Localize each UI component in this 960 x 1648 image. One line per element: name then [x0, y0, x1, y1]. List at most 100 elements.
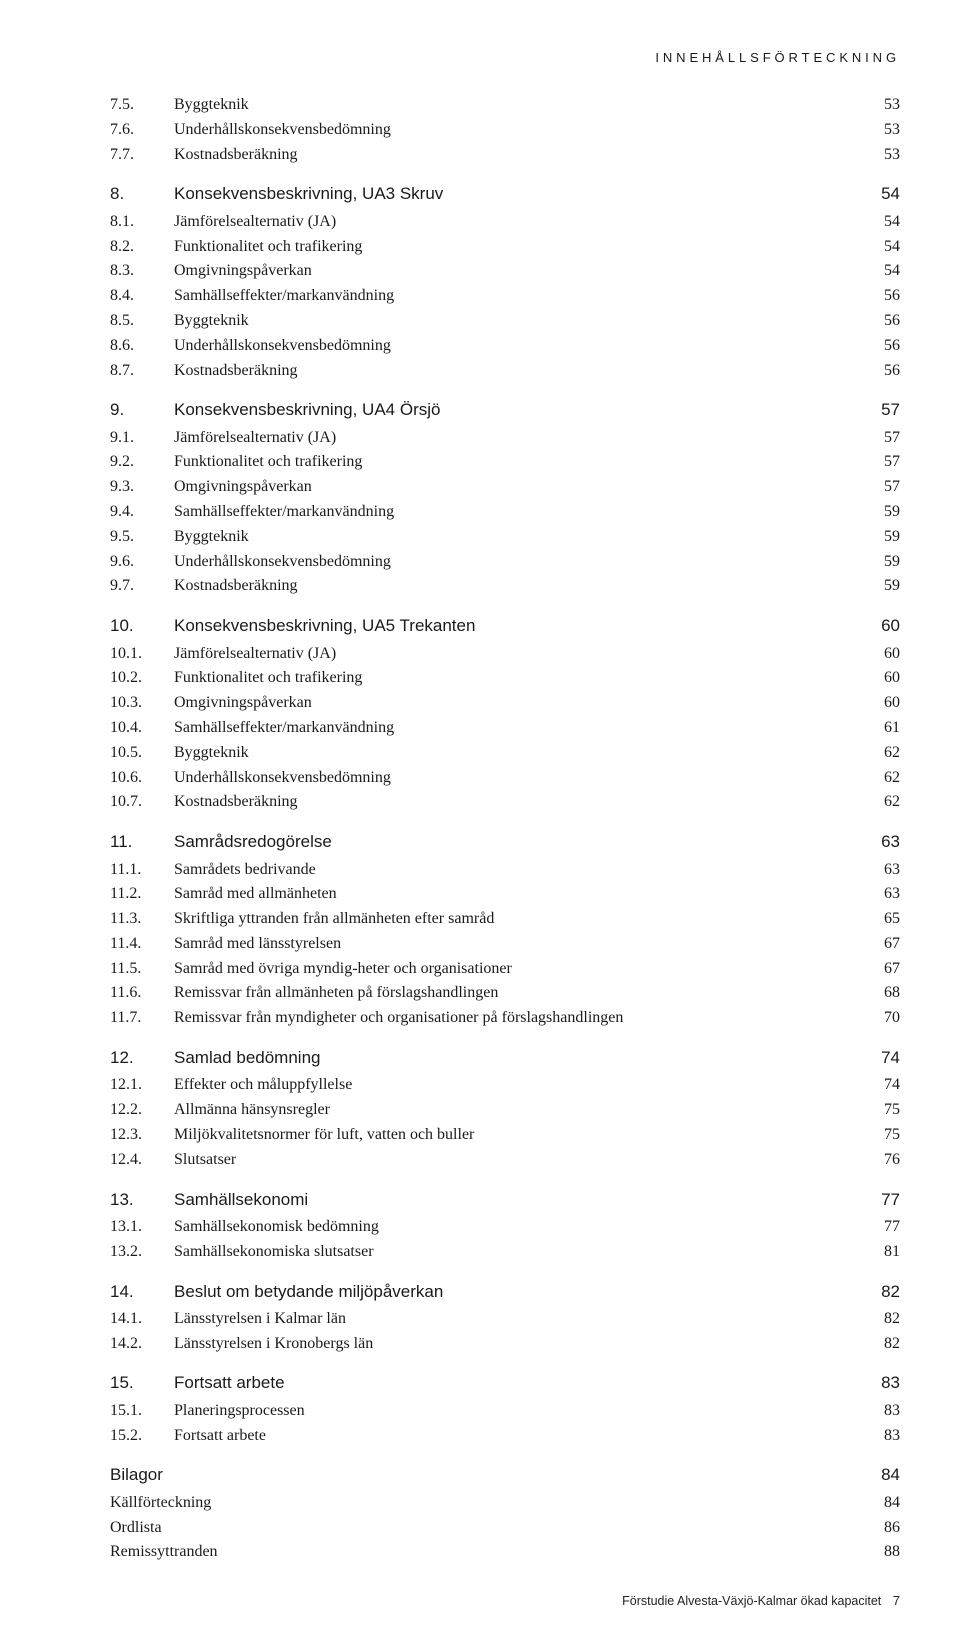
toc-entry-label: Byggteknik: [174, 525, 866, 550]
toc-entry-page: 54: [866, 235, 900, 260]
toc-entry-label: Bilagor: [110, 1462, 866, 1488]
toc-entry-number: 15.2.: [110, 1424, 174, 1449]
toc-entry-number: 11.7.: [110, 1006, 174, 1031]
toc-sub-row: 10.3.Omgivningspåverkan60: [110, 691, 900, 716]
toc-entry-page: 67: [866, 957, 900, 982]
toc-sub-row: 10.2.Funktionalitet och trafikering60: [110, 666, 900, 691]
toc-entry-page: 74: [866, 1073, 900, 1098]
toc-sub-row: Ordlista86: [110, 1516, 900, 1541]
toc-entry-page: 54: [866, 210, 900, 235]
toc-section-row: Bilagor84: [110, 1462, 900, 1488]
toc-entry-number: 8.5.: [110, 309, 174, 334]
toc-entry-page: 83: [866, 1399, 900, 1424]
toc-entry-page: 60: [866, 691, 900, 716]
toc-entry-label: Underhållskonsekvensbedömning: [174, 118, 866, 143]
toc-sub-row: 7.5.Byggteknik53: [110, 93, 900, 118]
toc-entry-number: 10.3.: [110, 691, 174, 716]
toc-entry-page: 74: [866, 1045, 900, 1071]
toc-entry-number: 12.3.: [110, 1123, 174, 1148]
footer-text: Förstudie Alvesta-Växjö-Kalmar ökad kapa…: [622, 1594, 881, 1608]
toc-entry-page: 54: [866, 181, 900, 207]
footer-page-number: 7: [893, 1593, 900, 1608]
toc-entry-label: Underhållskonsekvensbedömning: [174, 766, 866, 791]
toc-entry-label: Kostnadsberäkning: [174, 790, 866, 815]
toc-section-row: 8.Konsekvensbeskrivning, UA3 Skruv54: [110, 181, 900, 207]
toc-entry-number: 11.2.: [110, 882, 174, 907]
toc-entry-page: 75: [866, 1123, 900, 1148]
toc-entry-number: 8.2.: [110, 235, 174, 260]
toc-entry-number: 11.3.: [110, 907, 174, 932]
toc-entry-page: 63: [866, 858, 900, 883]
toc-sub-row: 10.4.Samhällseffekter/markanvändning61: [110, 716, 900, 741]
toc-entry-label: Samhällseffekter/markanvändning: [174, 284, 866, 309]
toc-entry-page: 81: [866, 1240, 900, 1265]
toc-entry-page: 57: [866, 426, 900, 451]
toc-sub-row: 11.5.Samråd med övriga myndig-heter och …: [110, 957, 900, 982]
toc-entry-page: 53: [866, 143, 900, 168]
toc-entry-number: 7.6.: [110, 118, 174, 143]
toc-entry-label: Samhällsekonomisk bedömning: [174, 1215, 866, 1240]
toc-entry-page: 60: [866, 613, 900, 639]
toc-sub-row: 8.7.Kostnadsberäkning56: [110, 359, 900, 384]
toc-section-row: 15.Fortsatt arbete83: [110, 1370, 900, 1396]
toc-entry-label: Kostnadsberäkning: [174, 574, 866, 599]
toc-sub-row: 12.1.Effekter och måluppfyllelse74: [110, 1073, 900, 1098]
toc-entry-number: 10.6.: [110, 766, 174, 791]
toc-sub-row: 9.4.Samhällseffekter/markanvändning59: [110, 500, 900, 525]
toc-entry-number: 14.1.: [110, 1307, 174, 1332]
toc-sub-row: 11.7.Remissvar från myndigheter och orga…: [110, 1006, 900, 1031]
toc-entry-page: 53: [866, 93, 900, 118]
toc-section-row: 9.Konsekvensbeskrivning, UA4 Örsjö57: [110, 397, 900, 423]
toc-sub-row: 9.6.Underhållskonsekvensbedömning59: [110, 550, 900, 575]
toc-entry-number: 8.6.: [110, 334, 174, 359]
toc-entry-label: Samråd med länsstyrelsen: [174, 932, 866, 957]
toc-entry-label: Konsekvensbeskrivning, UA3 Skruv: [174, 181, 866, 207]
toc-sub-row: 9.3.Omgivningspåverkan57: [110, 475, 900, 500]
toc-entry-label: Länsstyrelsen i Kalmar län: [174, 1307, 866, 1332]
toc-entry-number: 14.: [110, 1279, 174, 1305]
toc-entry-label: Samråd med övriga myndig-heter och organ…: [174, 957, 866, 982]
toc-entry-page: 82: [866, 1307, 900, 1332]
toc-entry-page: 88: [866, 1540, 900, 1565]
toc-section-row: 14.Beslut om betydande miljöpåverkan82: [110, 1279, 900, 1305]
toc-sub-row: 14.1.Länsstyrelsen i Kalmar län82: [110, 1307, 900, 1332]
toc-entry-number: 7.7.: [110, 143, 174, 168]
toc-sub-row: 8.6.Underhållskonsekvensbedömning56: [110, 334, 900, 359]
toc-entry-page: 56: [866, 359, 900, 384]
toc-entry-page: 84: [866, 1462, 900, 1488]
toc-entry-page: 59: [866, 550, 900, 575]
toc-entry-label: Länsstyrelsen i Kronobergs län: [174, 1332, 866, 1357]
toc-entry-number: 8.: [110, 181, 174, 207]
toc-entry-number: 11.1.: [110, 858, 174, 883]
toc-entry-label: Samhällseffekter/markanvändning: [174, 500, 866, 525]
toc-entry-label: Kostnadsberäkning: [174, 143, 866, 168]
toc-entry-number: 10.4.: [110, 716, 174, 741]
toc-entry-label: Konsekvensbeskrivning, UA5 Trekanten: [174, 613, 866, 639]
toc-entry-number: 9.3.: [110, 475, 174, 500]
toc-entry-number: 15.1.: [110, 1399, 174, 1424]
toc-entry-number: 9.6.: [110, 550, 174, 575]
toc-sub-row: 10.5.Byggteknik62: [110, 741, 900, 766]
toc-entry-page: 62: [866, 790, 900, 815]
toc-sub-row: 8.5.Byggteknik56: [110, 309, 900, 334]
toc-entry-label: Allmänna hänsynsregler: [174, 1098, 866, 1123]
toc-entry-label: Kostnadsberäkning: [174, 359, 866, 384]
toc-entry-page: 63: [866, 829, 900, 855]
toc-sub-row: 11.2.Samråd med allmänheten63: [110, 882, 900, 907]
toc-entry-page: 82: [866, 1279, 900, 1305]
toc-sub-row: 11.6.Remissvar från allmänheten på försl…: [110, 981, 900, 1006]
table-of-contents: 7.5.Byggteknik537.6.Underhållskonsekvens…: [110, 93, 900, 1565]
toc-entry-number: 14.2.: [110, 1332, 174, 1357]
toc-section-row: 12.Samlad bedömning74: [110, 1045, 900, 1071]
toc-sub-row: 11.1.Samrådets bedrivande63: [110, 858, 900, 883]
toc-entry-page: 59: [866, 500, 900, 525]
toc-entry-page: 82: [866, 1332, 900, 1357]
toc-entry-label: Funktionalitet och trafikering: [174, 450, 866, 475]
running-head: INNEHÅLLSFÖRTECKNING: [110, 50, 900, 65]
toc-entry-page: 56: [866, 309, 900, 334]
toc-sub-row: 15.1.Planeringsprocessen83: [110, 1399, 900, 1424]
toc-entry-page: 84: [866, 1491, 900, 1516]
toc-entry-number: 10.5.: [110, 741, 174, 766]
toc-sub-row: 7.7.Kostnadsberäkning53: [110, 143, 900, 168]
toc-entry-number: 9.4.: [110, 500, 174, 525]
